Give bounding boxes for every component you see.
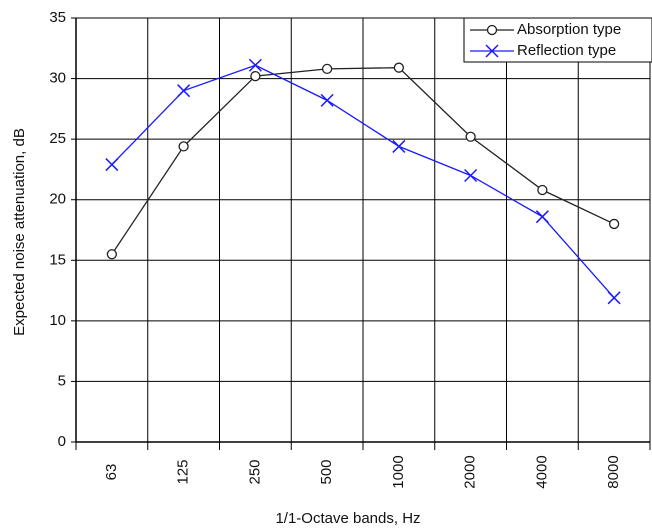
marker bbox=[106, 249, 118, 260]
y-tick-label: 35 bbox=[49, 9, 66, 26]
marker bbox=[535, 210, 549, 224]
y-axis-label: Expected noise attenuation, dB bbox=[11, 128, 28, 336]
marker bbox=[320, 93, 334, 107]
x-tick-label: 2000 bbox=[462, 455, 479, 488]
marker bbox=[178, 141, 189, 152]
marker bbox=[608, 218, 620, 230]
marker bbox=[248, 58, 262, 72]
x-tick-label: 1000 bbox=[390, 455, 407, 488]
marker bbox=[250, 70, 261, 82]
marker bbox=[607, 291, 621, 305]
marker bbox=[321, 63, 333, 75]
y-tick-label: 5 bbox=[58, 372, 66, 389]
legend-marker bbox=[485, 44, 499, 58]
x-tick-label: 250 bbox=[246, 459, 263, 484]
series-line bbox=[111, 64, 615, 299]
marker bbox=[392, 139, 406, 153]
marker bbox=[537, 184, 548, 196]
x-tick-label: 63 bbox=[103, 464, 120, 481]
legend-marker bbox=[486, 24, 498, 36]
marker bbox=[465, 131, 476, 142]
legend-label: Reflection type bbox=[517, 42, 616, 59]
x-axis-label: 1/1-Octave bands, Hz bbox=[275, 510, 420, 527]
y-tick-label: 15 bbox=[49, 251, 66, 268]
x-tick-label: 125 bbox=[175, 459, 192, 484]
x-tick-label: 4000 bbox=[533, 455, 550, 488]
y-tick-label: 25 bbox=[49, 130, 66, 147]
x-tick-label: 500 bbox=[318, 459, 335, 484]
legend-label: Absorption type bbox=[517, 21, 621, 38]
y-tick-label: 10 bbox=[49, 312, 66, 329]
y-tick-label: 30 bbox=[49, 70, 66, 87]
marker bbox=[177, 84, 191, 98]
y-tick-label: 20 bbox=[49, 191, 66, 208]
marker bbox=[464, 168, 478, 183]
y-tick-label: 0 bbox=[58, 433, 66, 450]
x-tick-label: 8000 bbox=[605, 455, 622, 488]
marker bbox=[105, 158, 119, 172]
marker bbox=[393, 62, 405, 73]
series-line bbox=[111, 67, 615, 255]
